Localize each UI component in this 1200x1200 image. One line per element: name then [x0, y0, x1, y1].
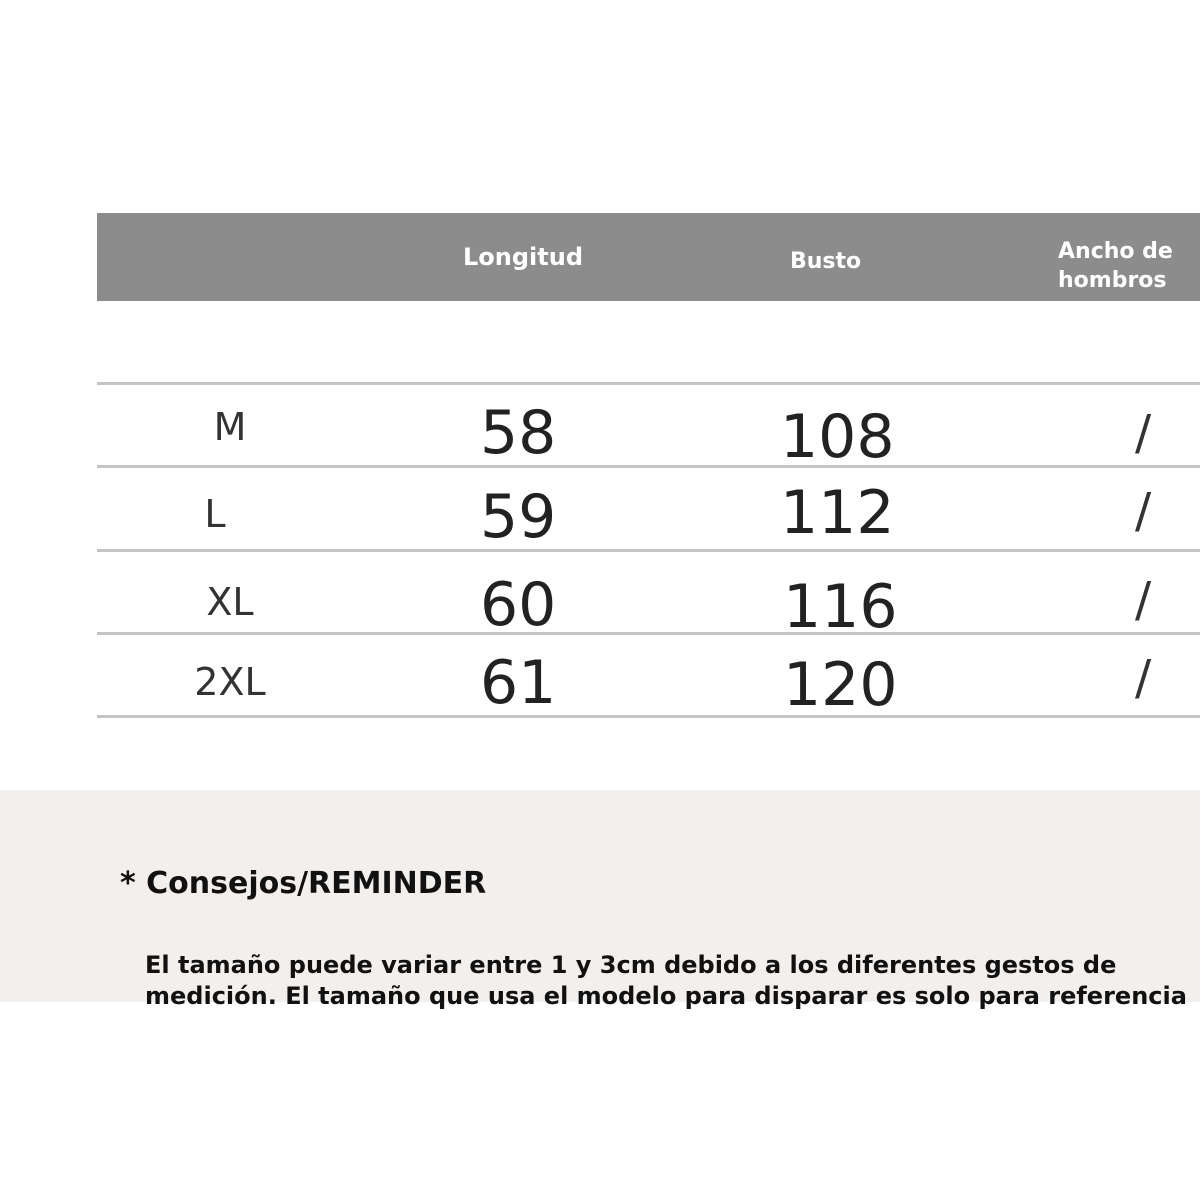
hombros-cell: /: [1135, 483, 1152, 539]
header-busto: Busto: [790, 249, 862, 274]
hombros-cell: /: [1135, 650, 1152, 706]
hombros-cell: /: [1135, 405, 1152, 461]
size-cell: 2XL: [194, 660, 266, 704]
busto-cell: 116: [783, 572, 898, 642]
size-cell: L: [204, 492, 226, 536]
size-cell: M: [213, 405, 247, 449]
longitud-cell: 60: [480, 570, 557, 640]
busto-cell: 112: [780, 478, 895, 548]
longitud-cell: 58: [480, 398, 557, 468]
row-divider: [97, 715, 1200, 718]
header-hombros: Ancho de hombros: [1058, 239, 1173, 293]
header-longitud: Longitud: [463, 243, 584, 271]
row-divider: [97, 382, 1200, 385]
reminder-text: El tamaño puede variar entre 1 y 3cm deb…: [145, 950, 1200, 1012]
longitud-cell: 59: [480, 482, 557, 552]
reminder-line-2: medición. El tamaño que usa el modelo pa…: [145, 982, 1187, 1010]
row-divider: [97, 465, 1200, 468]
table-header: [97, 213, 1200, 301]
hombros-cell: /: [1135, 572, 1152, 628]
reminder-line-1: El tamaño puede variar entre 1 y 3cm deb…: [145, 951, 1117, 979]
busto-cell: 120: [783, 650, 898, 720]
reminder-title: * Consejos/REMINDER: [120, 866, 487, 901]
row-divider: [97, 632, 1200, 635]
size-cell: XL: [206, 580, 254, 624]
longitud-cell: 61: [480, 648, 557, 718]
reminder-panel: [0, 790, 1200, 1002]
busto-cell: 108: [780, 402, 895, 472]
row-divider: [97, 549, 1200, 552]
